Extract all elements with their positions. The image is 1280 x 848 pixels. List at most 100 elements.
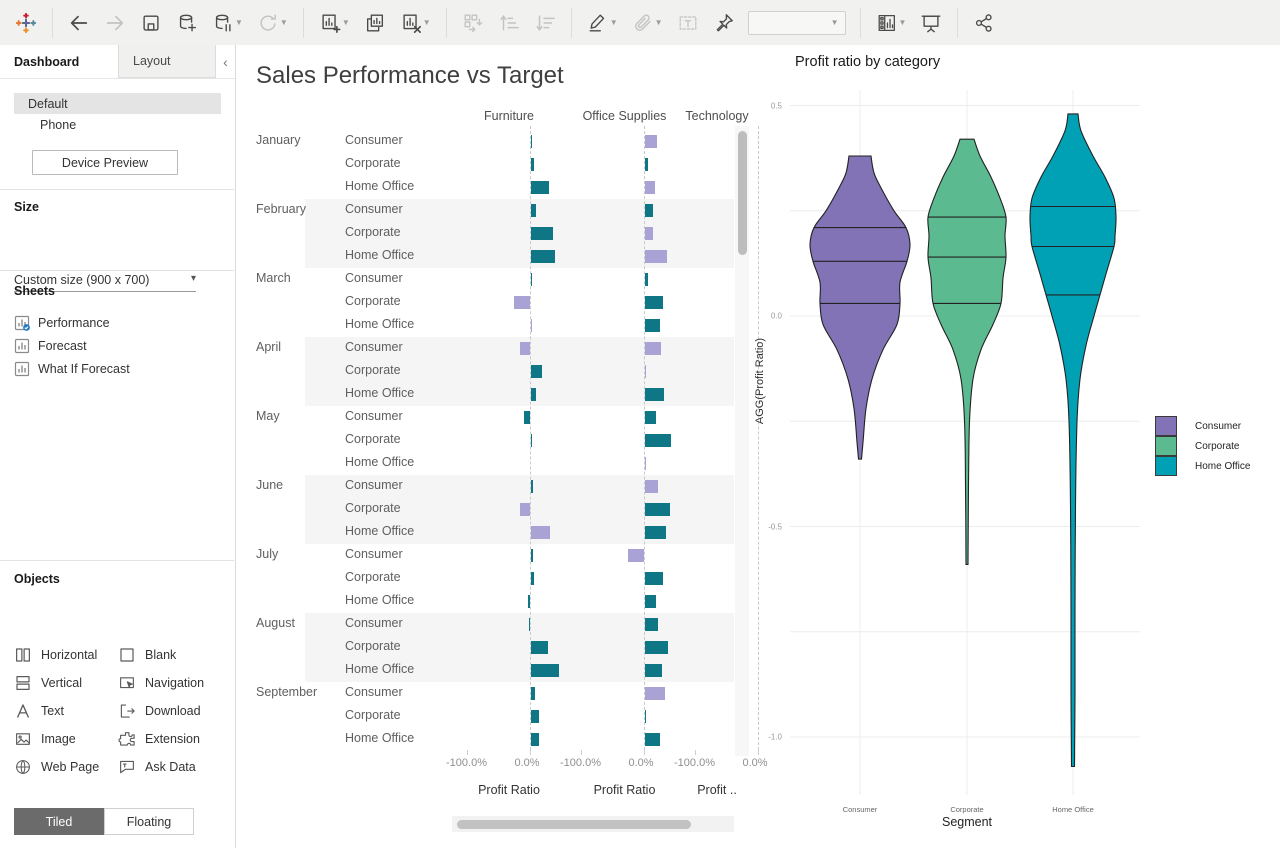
profit-ratio-bar[interactable] [531,687,535,700]
profit-ratio-bar[interactable] [524,411,530,424]
legend-row[interactable]: Consumer [1155,416,1250,436]
object-item-blank[interactable]: Blank [118,641,220,669]
object-item-ask-data[interactable]: Ask Data [118,753,220,781]
chevron-down-icon[interactable]: ▼ [423,18,431,27]
profit-ratio-bar[interactable] [531,227,553,240]
object-item-horizontal[interactable]: Horizontal [14,641,118,669]
sheet-item-forecast[interactable]: Forecast [0,334,235,357]
profit-ratio-bar[interactable] [645,434,672,447]
object-item-image[interactable]: Image [14,725,118,753]
profit-ratio-bar[interactable] [645,250,667,263]
profit-ratio-bar[interactable] [645,411,656,424]
profit-ratio-bar[interactable] [645,595,656,608]
chevron-down-icon[interactable]: ▼ [342,18,350,27]
sheet-clear-icon[interactable]: ▼ [396,9,435,37]
collapse-pane-icon[interactable]: ‹ [216,45,235,78]
sort-asc-icon[interactable] [494,9,524,37]
profit-ratio-bar[interactable] [531,641,548,654]
profit-ratio-bar[interactable] [514,296,531,309]
presentation-icon[interactable] [916,9,946,37]
profit-ratio-bar[interactable] [531,526,551,539]
profit-ratio-bar[interactable] [531,733,539,746]
profit-ratio-bar[interactable] [645,664,662,677]
tiled-button[interactable]: Tiled [14,808,104,835]
arrow-left-icon[interactable] [64,9,94,37]
profit-ratio-bar[interactable] [645,457,646,470]
legend-row[interactable]: Home Office [1155,456,1250,476]
object-item-vertical[interactable]: Vertical [14,669,118,697]
save-icon[interactable] [136,9,166,37]
duplicate-icon[interactable] [360,9,390,37]
profit-ratio-bar[interactable] [628,549,645,562]
profit-ratio-bar[interactable] [645,526,667,539]
profit-ratio-bar[interactable] [645,204,654,217]
device-preview-button[interactable]: Device Preview [32,150,178,175]
object-item-web-page[interactable]: Web Page [14,753,118,781]
arrow-right-icon[interactable] [100,9,130,37]
db-add-icon[interactable] [172,9,202,37]
swap-icon[interactable] [458,9,488,37]
profit-ratio-bar[interactable] [531,273,532,286]
fit-selector-combobox[interactable]: ▼ [748,11,846,35]
profit-ratio-bar[interactable] [645,342,662,355]
refresh-icon[interactable]: ▼ [253,9,292,37]
profit-ratio-bar[interactable] [645,158,649,171]
device-item-default[interactable]: Default [14,93,221,114]
object-item-download[interactable]: Download [118,697,220,725]
chevron-down-icon[interactable]: ▼ [610,18,618,27]
profit-ratio-bar[interactable] [520,503,530,516]
sort-desc-icon[interactable] [530,9,560,37]
device-item-phone[interactable]: Phone [14,114,221,135]
profit-ratio-bar[interactable] [645,641,668,654]
profit-ratio-bar[interactable] [645,710,646,723]
object-item-navigation[interactable]: Navigation [118,669,220,697]
textbox-icon[interactable] [673,9,703,37]
profit-ratio-bar[interactable] [520,342,531,355]
pin-icon[interactable] [709,9,739,37]
profit-ratio-bar[interactable] [531,204,536,217]
chevron-down-icon[interactable]: ▼ [655,18,663,27]
profit-ratio-bar[interactable] [531,710,539,723]
profit-ratio-bar[interactable] [645,319,661,332]
db-pause-icon[interactable]: ▼ [208,9,247,37]
profit-ratio-bar[interactable] [645,687,665,700]
profit-ratio-bar[interactable] [531,434,533,447]
profit-ratio-bar[interactable] [645,227,654,240]
share-icon[interactable] [969,9,999,37]
profit-ratio-bar[interactable] [645,480,659,493]
profit-ratio-bar[interactable] [531,250,556,263]
profit-ratio-bar[interactable] [645,296,663,309]
object-item-extension[interactable]: Extension [118,725,220,753]
profit-ratio-bar[interactable] [531,158,534,171]
legend-row[interactable]: Corporate [1155,436,1250,456]
sheet-item-performance[interactable]: Performance [0,311,235,334]
highlight-icon[interactable]: ▼ [583,9,622,37]
profit-ratio-bar[interactable] [645,618,659,631]
cards-icon[interactable]: ▼ [872,9,911,37]
profit-ratio-bar[interactable] [645,181,655,194]
profit-ratio-bar[interactable] [645,365,647,378]
profit-ratio-bar[interactable] [531,319,532,332]
floating-button[interactable]: Floating [104,808,194,835]
profit-ratio-bar[interactable] [528,595,531,608]
profit-ratio-bar[interactable] [645,733,661,746]
tab-dashboard[interactable]: Dashboard [0,45,118,78]
sheet-add-icon[interactable]: ▼ [315,9,354,37]
sheet-item-what-if-forecast[interactable]: What If Forecast [0,357,235,380]
profit-ratio-bar[interactable] [645,572,663,585]
chevron-down-icon[interactable]: ▼ [280,18,288,27]
profit-ratio-bar[interactable] [531,388,537,401]
profit-ratio-bar[interactable] [531,135,533,148]
profit-ratio-bar[interactable] [531,480,534,493]
profit-ratio-bar[interactable] [645,273,649,286]
paperclip-icon[interactable]: ▼ [628,9,667,37]
profit-ratio-bar[interactable] [531,664,560,677]
chevron-down-icon[interactable]: ▼ [235,18,243,27]
object-item-text[interactable]: Text [14,697,118,725]
tab-layout[interactable]: Layout [118,45,216,78]
profit-ratio-bar[interactable] [645,388,665,401]
profit-ratio-bar[interactable] [645,135,658,148]
profit-ratio-bar[interactable] [529,618,530,631]
profit-ratio-bar[interactable] [531,181,549,194]
horizontal-scrollbar-thumb[interactable] [457,820,691,829]
